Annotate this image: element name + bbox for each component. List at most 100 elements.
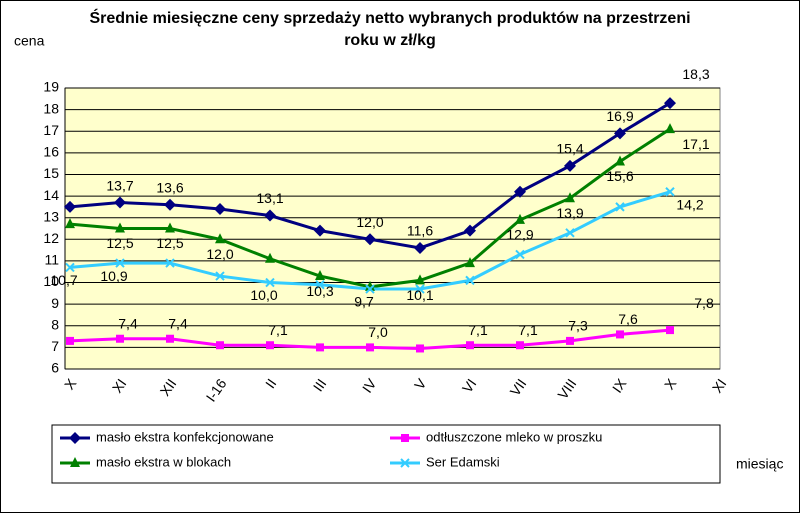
data-point [615, 202, 625, 212]
data-point [364, 233, 376, 246]
data-label: 7,4 [168, 315, 188, 331]
data-point [614, 127, 626, 140]
data-point [166, 334, 174, 343]
data-label: 7,8 [694, 295, 714, 311]
data-label: 13,1 [256, 190, 283, 206]
legend-label: masło ekstra w blokach [96, 454, 231, 469]
data-point [516, 341, 524, 350]
legend-label: odtłuszczone mleko w proszku [426, 429, 602, 444]
data-label: 10,9 [100, 268, 127, 284]
data-point [566, 336, 574, 345]
y-tick-label: 14 [43, 187, 59, 203]
legend-label: masło ekstra konfekcjonowane [96, 429, 274, 444]
legend-marker [69, 432, 81, 444]
data-point [315, 279, 325, 290]
data-label: 12,0 [356, 214, 383, 230]
data-point [164, 198, 176, 211]
y-tick-label: 15 [43, 165, 59, 181]
data-point [314, 224, 326, 237]
data-point [514, 185, 526, 198]
data-point [115, 258, 125, 268]
data-label: 12,5 [106, 235, 133, 251]
data-label: 12,5 [156, 235, 183, 251]
data-label: 10,0 [250, 287, 277, 303]
data-label: 15,6 [606, 168, 633, 184]
data-point [215, 271, 225, 281]
data-point [64, 200, 76, 213]
data-point [465, 257, 475, 268]
data-label: 10,1 [406, 287, 433, 303]
data-point [315, 270, 325, 281]
data-label: 7,3 [568, 318, 588, 334]
data-point [214, 203, 226, 216]
data-point [365, 280, 375, 291]
data-point [665, 123, 675, 134]
data-label: 7,1 [268, 322, 288, 338]
data-label: 12,9 [506, 227, 533, 243]
data-label: 13,7 [106, 177, 133, 193]
data-point [316, 343, 324, 352]
y-tick-label: 16 [43, 144, 59, 160]
data-point [215, 233, 225, 244]
data-point [366, 343, 374, 352]
data-point [65, 218, 75, 229]
data-label: 12,0 [206, 246, 233, 262]
y-tick-label: 10 [43, 273, 59, 289]
data-label: 9,7 [354, 294, 374, 310]
data-point [365, 284, 375, 294]
y-tick-label: 19 [43, 79, 59, 95]
chart-title: Średnie miesięczne ceny sprzedaży netto … [89, 10, 691, 49]
data-point [415, 274, 425, 285]
data-point [165, 222, 175, 233]
data-label: 7,4 [118, 315, 138, 331]
legend-marker [400, 458, 410, 468]
y-axis-label: cena [14, 33, 45, 49]
data-point [415, 284, 425, 294]
data-label: 10,7 [50, 272, 77, 288]
legend [51, 424, 721, 484]
data-point [66, 336, 74, 345]
data-point [565, 192, 575, 203]
data-label: 18,3 [682, 66, 709, 82]
data-point [264, 209, 276, 222]
data-point [466, 341, 474, 350]
data-label: 15,4 [556, 141, 583, 157]
legend-label: Ser Edamski [426, 454, 500, 469]
data-label: 11,6 [407, 223, 433, 239]
y-tick-label: 7 [51, 338, 59, 354]
y-tick-label: 6 [51, 360, 59, 376]
data-point [116, 334, 124, 343]
data-point [565, 228, 575, 238]
data-point [414, 241, 426, 254]
data-point [564, 159, 576, 172]
y-tick-label: 18 [43, 100, 59, 116]
y-tick-label: 11 [44, 252, 59, 268]
y-tick-label: 8 [51, 316, 59, 332]
legend-marker [70, 457, 80, 467]
legend-marker [401, 434, 409, 442]
data-point [265, 252, 275, 263]
data-label: 13,9 [556, 205, 583, 221]
data-point [616, 330, 624, 339]
data-point [515, 249, 525, 260]
data-label: 7,1 [468, 322, 488, 338]
data-point [165, 258, 175, 268]
data-label: 7,0 [368, 324, 388, 340]
y-tick-label: 17 [43, 122, 59, 138]
x-axis-label: miesiąc [736, 456, 783, 472]
data-point [115, 222, 125, 233]
data-point [615, 155, 625, 166]
data-point [464, 224, 476, 237]
data-point [114, 196, 126, 209]
data-label: 16,9 [606, 108, 633, 124]
data-point [266, 341, 274, 350]
data-label: 14,2 [676, 196, 703, 212]
data-point [465, 275, 475, 286]
y-tick-label: 13 [43, 208, 59, 224]
data-point [216, 341, 224, 350]
y-tick-label: 9 [51, 295, 59, 311]
data-label: 10,3 [306, 283, 333, 299]
data-point [65, 262, 75, 273]
data-point [265, 277, 275, 288]
